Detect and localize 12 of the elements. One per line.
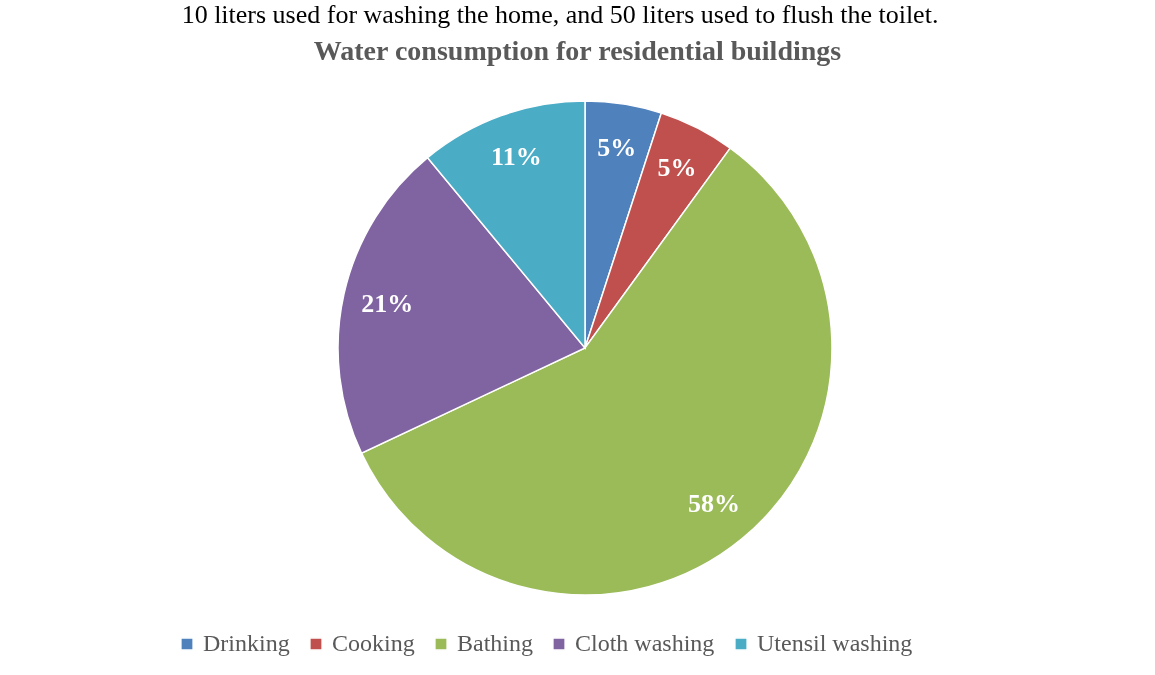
legend-label: Drinking: [203, 630, 290, 656]
legend-label: Cooking: [332, 630, 415, 656]
legend-label: Bathing: [457, 630, 533, 656]
data-label: 58%: [688, 489, 741, 519]
legend-label: Utensil washing: [757, 630, 913, 656]
data-label: 5%: [657, 152, 697, 182]
data-label: 11%: [491, 142, 542, 172]
data-label: 5%: [597, 132, 637, 162]
text: 10 liters used for washing the home, and 50 liters used to flush the toilet.: [181, 0, 939, 29]
legend-label: Cloth washing: [575, 630, 715, 656]
chart-title: Water consumption for residential buildings: [313, 35, 842, 66]
data-label: 21%: [361, 288, 414, 318]
